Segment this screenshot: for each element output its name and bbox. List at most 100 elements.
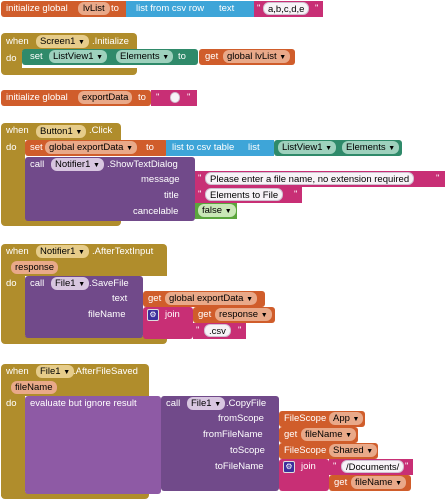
get-label: get (334, 477, 348, 488)
empty-text-block[interactable]: " " (151, 90, 197, 106)
event-label: .Click (89, 125, 113, 136)
filename-kw-label: fileName (88, 309, 126, 320)
quote-close-icon: " (405, 461, 409, 472)
path-value-field[interactable]: /Documents/ (341, 460, 405, 473)
chevron-down-icon: ▼ (279, 54, 287, 61)
property-dropdown[interactable]: Elements ▼ (116, 50, 174, 63)
set-elements-block[interactable]: set ListView1 ▼ Elements ▼ to (22, 49, 198, 65)
param-response[interactable]: response (11, 261, 59, 274)
event-button1-click[interactable]: when Button1 ▼ .Click (1, 123, 121, 140)
title-text-block[interactable]: " Elements to File " (195, 187, 302, 203)
path-text-block[interactable]: " /Documents/ " (329, 459, 413, 475)
ext-value-field[interactable]: .csv (204, 324, 231, 337)
scope-dropdown[interactable]: App ▼ (329, 412, 364, 425)
text-value-field[interactable] (170, 92, 180, 103)
var-dropdown[interactable]: global exportData ▼ (45, 141, 138, 154)
event-screen1-initialize[interactable]: when Screen1 ▼ .Initialize (1, 33, 137, 51)
component-dropdown[interactable]: Notifier1 ▼ (36, 245, 89, 258)
component-dropdown[interactable]: File1 ▼ (36, 365, 75, 378)
chevron-down-icon: ▼ (260, 312, 268, 319)
fn-label: list to csv table (172, 142, 235, 153)
when-label: when (6, 246, 29, 257)
join-block[interactable]: ⚙ join (279, 459, 329, 491)
file-name: File1 (55, 278, 76, 289)
var-dropdown[interactable]: fileName ▼ (301, 428, 357, 441)
message-text-block[interactable]: " Please enter a file name, no extension… (195, 171, 445, 187)
when-label: when (6, 36, 29, 47)
filescope-app-block[interactable]: FileScope App ▼ (279, 411, 365, 427)
event-file1-afterfilesaved[interactable]: when File1 ▼ .AfterFileSaved fileName (1, 364, 149, 396)
get-response-block[interactable]: get response ▼ (193, 307, 275, 323)
call-label: call (30, 278, 45, 289)
join-block[interactable]: ⚙ join (143, 307, 193, 339)
quote-close-icon: " (238, 325, 242, 336)
var-dropdown[interactable]: fileName ▼ (351, 476, 407, 489)
target-dropdown[interactable]: ListView1 ▼ (49, 50, 108, 63)
text-socket: text (207, 1, 254, 17)
chevron-down-icon: ▼ (75, 129, 83, 136)
quote-close-icon: " (294, 189, 298, 200)
evaluate-ignore-block[interactable]: evaluate but ignore result (25, 396, 161, 494)
chevron-down-icon: ▼ (246, 296, 254, 303)
file-dropdown[interactable]: File1 ▼ (51, 277, 90, 290)
file-dropdown[interactable]: File1 ▼ (187, 397, 226, 410)
text-kw-label: text (112, 293, 128, 304)
notifier-dropdown[interactable]: Notifier1 ▼ (51, 158, 104, 171)
gear-icon[interactable]: ⚙ (147, 309, 159, 321)
scope-dropdown[interactable]: Shared ▼ (329, 444, 378, 457)
chevron-down-icon: ▼ (395, 480, 403, 487)
join-label: join (301, 461, 316, 472)
var-name-field[interactable]: exportData (78, 91, 133, 104)
call-savefile-block[interactable]: call File1 ▼ .SaveFile text fileName (25, 276, 143, 338)
scope-value: App (333, 413, 350, 424)
var-name: global exportData (169, 293, 244, 304)
get-filename-block[interactable]: get fileName ▼ (279, 427, 358, 443)
get-var-block[interactable]: get global lvList ▼ (199, 49, 295, 65)
call-showtextdialog-block[interactable]: call Notifier1 ▼ .ShowTextDialog message… (25, 157, 195, 221)
var-name: global lvList (227, 51, 277, 62)
var-dropdown[interactable]: global exportData ▼ (165, 292, 258, 305)
event-label: .Initialize (92, 36, 129, 47)
chevron-down-icon: ▼ (388, 145, 396, 152)
do-label: do (6, 398, 17, 409)
set-exportdata-block[interactable]: set global exportData ▼ to (25, 140, 168, 156)
var-name-field[interactable]: lvList (78, 2, 110, 15)
var-dropdown[interactable]: response ▼ (215, 308, 272, 321)
event-notifier1-aftertextinput[interactable]: when Notifier1 ▼ response (1, 244, 167, 276)
quote-open-icon: " (198, 173, 202, 184)
get-label: get (284, 429, 298, 440)
property-dropdown[interactable]: Elements ▼ (342, 141, 400, 154)
message-value-field[interactable]: Please enter a file name, no extension r… (205, 172, 415, 185)
param-filename[interactable]: fileName (11, 381, 57, 394)
get-label: get (198, 309, 212, 320)
ext-text-block[interactable]: " .csv " (193, 323, 246, 339)
get-exportdata-block[interactable]: get global exportData ▼ (143, 291, 265, 307)
filescope-shared-block[interactable]: FileScope Shared ▼ (279, 443, 378, 459)
false-block[interactable]: false ▼ (195, 203, 237, 219)
text-value-field[interactable]: a,b,c,d,e (263, 2, 310, 15)
list-socket: list (241, 140, 274, 156)
toscope-kw-label: toScope (230, 445, 265, 456)
do-rail: do (1, 51, 22, 68)
get-label: get (205, 51, 219, 62)
title-value-field[interactable]: Elements to File (205, 188, 284, 201)
gear-icon[interactable]: ⚙ (283, 461, 295, 473)
source-dropdown[interactable]: ListView1 ▼ (278, 141, 337, 154)
file-name: File1 (191, 398, 212, 409)
boolean-value: false (202, 205, 223, 216)
event-footer (1, 336, 167, 344)
var-name: fileName (355, 477, 393, 488)
init-label: initialize global (6, 3, 68, 14)
component-dropdown[interactable]: Button1 ▼ (36, 125, 87, 138)
component-dropdown[interactable]: Screen1 ▼ (36, 35, 89, 48)
get-filename-block-2[interactable]: get fileName ▼ (329, 475, 411, 491)
boolean-dropdown[interactable]: false ▼ (198, 204, 236, 217)
init-exportdata-block[interactable]: initialize global exportData to (1, 90, 151, 106)
do-label: do (6, 53, 17, 64)
get-elements-block[interactable]: ListView1 ▼ Elements ▼ (274, 140, 402, 156)
text-block[interactable]: " a,b,c,d,e " (254, 1, 323, 17)
to-label: to (146, 142, 154, 153)
title-kw-label: title (164, 190, 179, 201)
var-dropdown[interactable]: global lvList ▼ (223, 50, 291, 63)
call-copyfile-block[interactable]: call File1 ▼ .CopyFile fromScope fromFil… (161, 396, 279, 491)
